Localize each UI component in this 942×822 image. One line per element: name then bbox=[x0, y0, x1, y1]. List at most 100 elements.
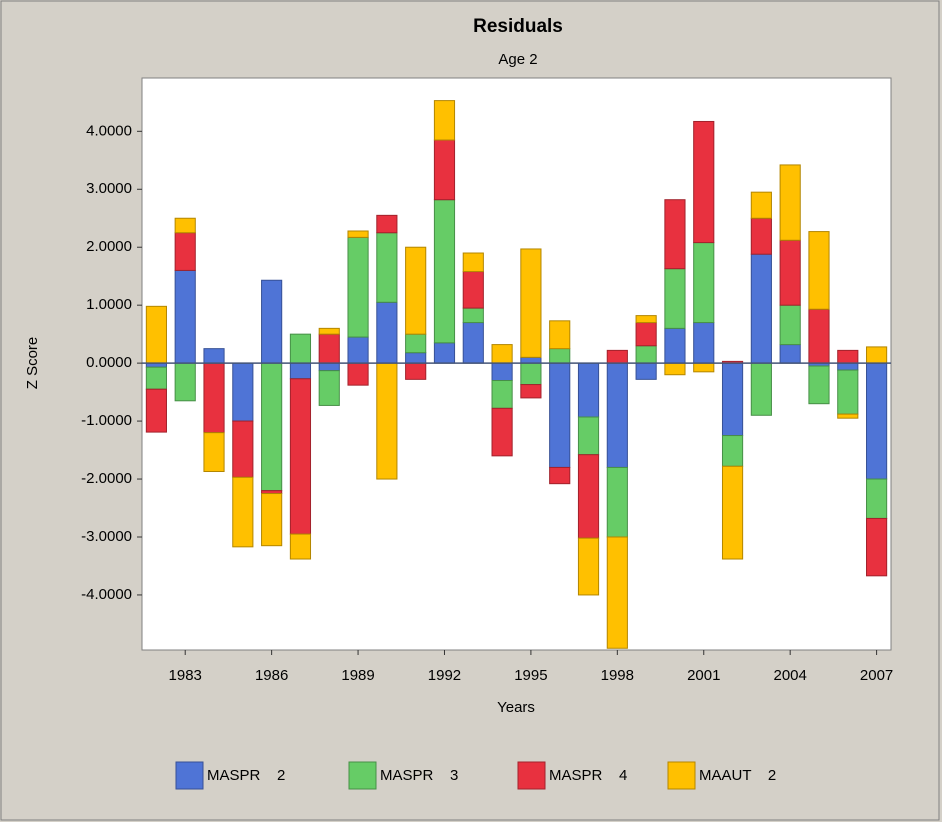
x-tick-label: 2001 bbox=[687, 667, 720, 684]
bar-segment bbox=[347, 362, 369, 386]
bar-segment bbox=[462, 271, 484, 309]
bar-segment bbox=[750, 253, 772, 364]
bar-segment bbox=[549, 348, 571, 364]
bar-segment bbox=[779, 164, 801, 241]
bar-segment bbox=[203, 432, 225, 473]
bar-segment bbox=[491, 344, 513, 364]
bar-segment bbox=[721, 435, 744, 467]
bar-segment bbox=[347, 336, 369, 364]
bar-segment bbox=[491, 380, 513, 409]
bar-segment bbox=[174, 232, 196, 271]
bar-segment bbox=[462, 252, 484, 273]
x-tick-label: 1995 bbox=[514, 667, 547, 684]
bar-segment bbox=[693, 322, 715, 364]
chart-title: Residuals bbox=[473, 16, 563, 37]
legend-label: MASPR 3 bbox=[380, 767, 458, 784]
bar-segment bbox=[635, 322, 657, 347]
bar-segment bbox=[174, 269, 196, 364]
legend-swatch bbox=[175, 761, 204, 790]
bar-segment bbox=[491, 407, 513, 457]
x-tick-label: 1998 bbox=[601, 667, 634, 684]
legend-swatch bbox=[667, 761, 696, 790]
bar-segment bbox=[347, 230, 369, 238]
y-tick-label: -1.0000 bbox=[81, 412, 132, 429]
bar-segment bbox=[174, 217, 196, 234]
bar-segment bbox=[808, 365, 830, 405]
bar-segment bbox=[606, 466, 628, 538]
bar-segment bbox=[520, 356, 542, 364]
bar-segment bbox=[318, 333, 340, 364]
bar-segment bbox=[721, 362, 744, 437]
bar-segment bbox=[866, 517, 888, 577]
bar-segment bbox=[837, 369, 859, 415]
bar-segment bbox=[261, 493, 283, 547]
y-tick-label: -4.0000 bbox=[81, 586, 132, 603]
bar-segment bbox=[693, 120, 715, 244]
bar-segment bbox=[664, 199, 686, 270]
bar-segment bbox=[520, 362, 542, 386]
bar-segment bbox=[289, 533, 312, 560]
bar-segment bbox=[347, 236, 369, 338]
bar-segment bbox=[635, 362, 657, 380]
x-tick-label: 2004 bbox=[773, 667, 806, 684]
bar-segment bbox=[376, 362, 398, 480]
bar-segment bbox=[462, 307, 484, 324]
x-axis-label: Years bbox=[497, 699, 535, 716]
bar-segment bbox=[866, 346, 888, 364]
bar-segment bbox=[664, 362, 686, 376]
bar-segment bbox=[433, 100, 456, 141]
bar-segment bbox=[520, 384, 542, 399]
bar-segment bbox=[779, 239, 801, 306]
bar-segment bbox=[318, 370, 340, 406]
x-tick-label: 1989 bbox=[341, 667, 374, 684]
bar-segment bbox=[779, 304, 801, 346]
legend-swatch bbox=[348, 761, 377, 790]
bar-segment bbox=[837, 362, 859, 371]
bar-segment bbox=[664, 327, 686, 364]
bar-segment bbox=[376, 301, 398, 364]
bar-segment bbox=[174, 362, 196, 402]
bar-segment bbox=[261, 279, 283, 364]
bar-segment bbox=[405, 362, 427, 380]
bar-segment bbox=[145, 305, 167, 364]
bar-segment bbox=[779, 344, 801, 364]
bar-segment bbox=[606, 362, 628, 468]
bar-segment bbox=[318, 362, 340, 372]
bar-segment bbox=[376, 232, 398, 303]
bar-segment bbox=[721, 465, 744, 560]
y-tick-label: 3.0000 bbox=[86, 180, 132, 197]
x-tick-label: 1986 bbox=[255, 667, 288, 684]
bar-segment bbox=[232, 476, 254, 548]
chart-subtitle: Age 2 bbox=[498, 51, 537, 68]
bar-segment bbox=[318, 327, 340, 335]
bar-segment bbox=[433, 342, 456, 364]
legend-label: MASPR 2 bbox=[207, 767, 285, 784]
y-axis-label: Z Score bbox=[24, 337, 41, 390]
bar-segment bbox=[376, 214, 398, 234]
bar-segment bbox=[433, 139, 456, 201]
bar-segment bbox=[693, 242, 715, 324]
bar-segment bbox=[232, 420, 254, 478]
y-tick-label: -3.0000 bbox=[81, 528, 132, 545]
bar-segment bbox=[750, 217, 772, 255]
bar-segment bbox=[145, 388, 167, 433]
x-tick-label: 2007 bbox=[860, 667, 893, 684]
bar-segment bbox=[837, 349, 859, 364]
bar-segment bbox=[405, 352, 427, 364]
bar-segment bbox=[866, 478, 888, 519]
bar-segment bbox=[750, 191, 772, 219]
y-tick-label: 0.0000 bbox=[86, 354, 132, 371]
bar-segment bbox=[549, 362, 571, 468]
bar-segment bbox=[577, 454, 600, 539]
bar-segment bbox=[232, 362, 254, 422]
bar-segment bbox=[866, 362, 888, 480]
bar-segment bbox=[808, 231, 830, 310]
bar-segment bbox=[808, 308, 830, 364]
bar-segment bbox=[289, 333, 312, 364]
bar-segment bbox=[693, 362, 715, 373]
y-tick-label: 2.0000 bbox=[86, 238, 132, 255]
bar-segment bbox=[606, 536, 628, 649]
x-tick-label: 1992 bbox=[428, 667, 461, 684]
bar-segment bbox=[145, 366, 167, 390]
